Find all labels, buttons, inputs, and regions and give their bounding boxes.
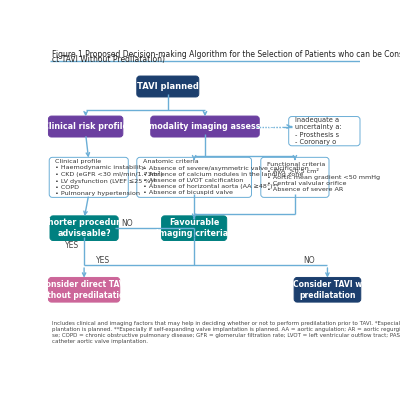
Text: Clinical risk profile: Clinical risk profile bbox=[43, 122, 128, 131]
Text: ct TAVI Without Predilatation): ct TAVI Without Predilatation) bbox=[52, 55, 164, 64]
Text: Inadequate a
uncertainty a:
- Prosthesis s
- Coronary o: Inadequate a uncertainty a: - Prosthesis… bbox=[295, 117, 342, 146]
Text: NO: NO bbox=[303, 256, 315, 265]
FancyBboxPatch shape bbox=[50, 216, 118, 240]
Text: YES: YES bbox=[65, 241, 79, 250]
Text: Consider TAVI w
predilatation: Consider TAVI w predilatation bbox=[293, 280, 362, 300]
FancyBboxPatch shape bbox=[48, 278, 120, 302]
Text: Shorter procedure
adviseable?: Shorter procedure adviseable? bbox=[42, 218, 126, 238]
Text: Functional criteria
• AVA  >0.5 cm²
• Aortic mean gradient <50 mmHg
• Central va: Functional criteria • AVA >0.5 cm² • Aor… bbox=[267, 162, 380, 192]
FancyBboxPatch shape bbox=[289, 116, 360, 146]
FancyBboxPatch shape bbox=[151, 116, 259, 137]
Text: Clinical profile
• Haemodynamic instability
• CKD (eGFR <30 ml/min/1.73m²)
• LV : Clinical profile • Haemodynamic instabil… bbox=[56, 159, 163, 196]
Text: Consider direct TAVI
(without predilatation): Consider direct TAVI (without predilatat… bbox=[34, 280, 134, 300]
FancyBboxPatch shape bbox=[48, 116, 123, 137]
FancyBboxPatch shape bbox=[137, 76, 199, 97]
FancyBboxPatch shape bbox=[49, 157, 128, 197]
Text: YES: YES bbox=[96, 256, 110, 265]
Text: TAVI planned: TAVI planned bbox=[137, 82, 199, 91]
Text: Figure 1 Proposed Decision-making Algorithm for the Selection of Patients who ca: Figure 1 Proposed Decision-making Algori… bbox=[52, 50, 400, 58]
FancyBboxPatch shape bbox=[137, 157, 252, 197]
Text: Multimodality imaging assessment: Multimodality imaging assessment bbox=[126, 122, 284, 131]
Text: NO: NO bbox=[122, 219, 133, 228]
FancyBboxPatch shape bbox=[294, 278, 361, 302]
Text: Includes clinical and imaging factors that may help in deciding whether or not t: Includes clinical and imaging factors th… bbox=[52, 320, 400, 344]
FancyBboxPatch shape bbox=[261, 157, 329, 197]
Text: Anatomic criteria
• Absence of severe/asymmetric valve calcification
• Absence o: Anatomic criteria • Absence of severe/as… bbox=[143, 159, 309, 195]
Text: Favourable
imaging criteria?: Favourable imaging criteria? bbox=[156, 218, 232, 238]
FancyBboxPatch shape bbox=[162, 216, 227, 240]
